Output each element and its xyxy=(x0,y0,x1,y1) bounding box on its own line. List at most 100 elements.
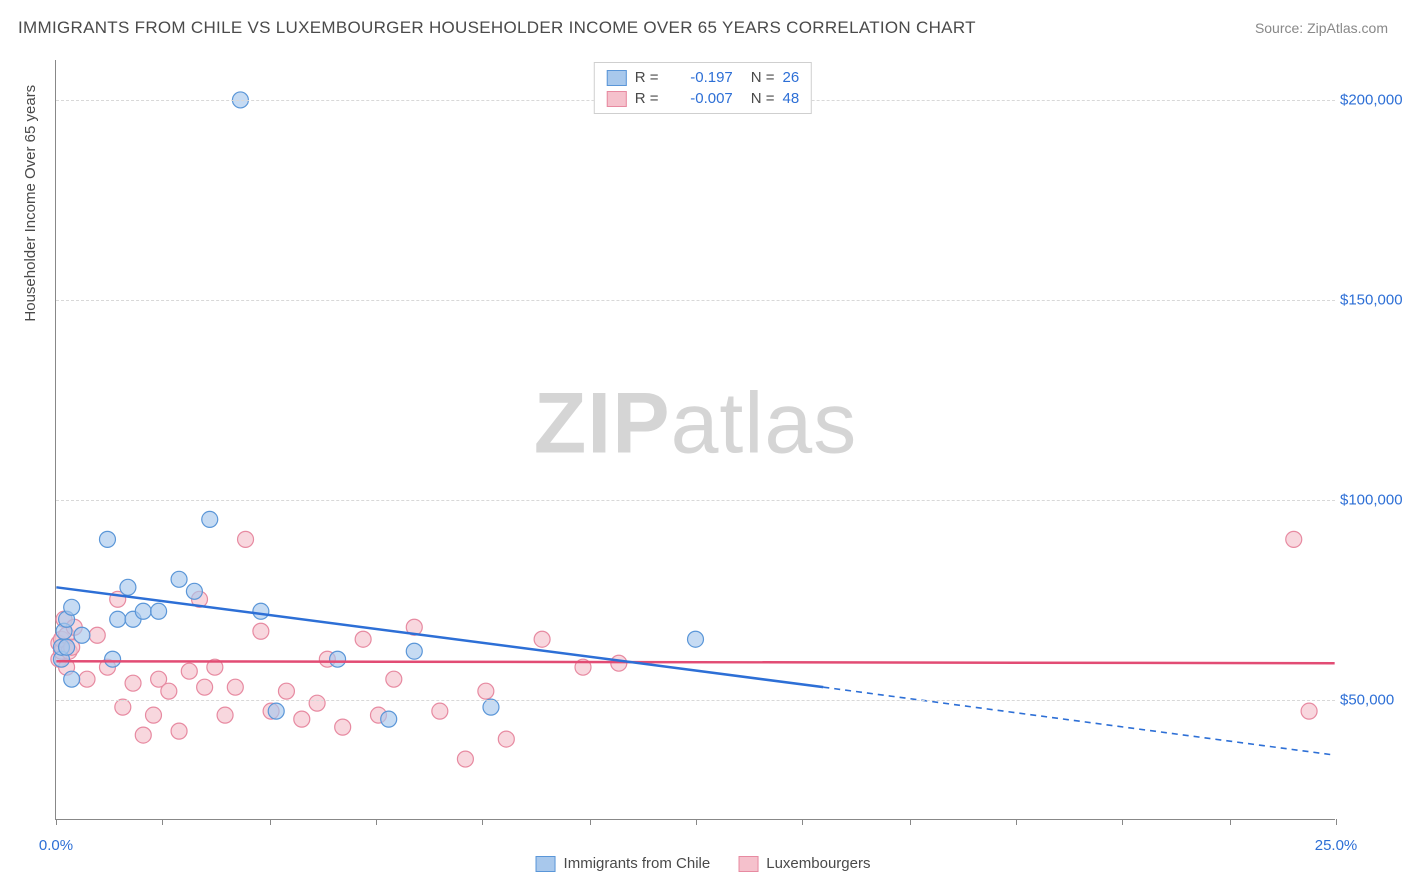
data-point xyxy=(181,663,197,679)
data-point xyxy=(171,571,187,587)
watermark-bold: ZIP xyxy=(534,376,671,472)
n-value: 26 xyxy=(783,69,800,86)
y-tick-label: $200,000 xyxy=(1340,92,1395,109)
gridline xyxy=(56,700,1335,701)
trend-line xyxy=(56,661,1334,663)
data-point xyxy=(278,683,294,699)
data-point xyxy=(125,675,141,691)
data-point xyxy=(253,623,269,639)
legend-series-label: Luxembourgers xyxy=(766,855,870,872)
data-point xyxy=(59,639,75,655)
data-point xyxy=(1286,531,1302,547)
x-tick xyxy=(1336,819,1337,825)
data-point xyxy=(135,603,151,619)
data-point xyxy=(120,579,136,595)
gridline xyxy=(56,300,1335,301)
data-point xyxy=(56,611,72,627)
data-point xyxy=(125,611,141,627)
data-point xyxy=(335,719,351,735)
x-tick xyxy=(590,819,591,825)
r-label: R = xyxy=(635,69,665,86)
data-point xyxy=(59,659,75,675)
legend-series: Immigrants from Chile Luxembourgers xyxy=(536,855,871,872)
legend-swatch xyxy=(607,70,627,86)
y-axis-label: Householder Income Over 65 years xyxy=(22,85,39,322)
y-tick-label: $100,000 xyxy=(1340,492,1395,509)
data-point xyxy=(186,583,202,599)
data-point xyxy=(171,723,187,739)
legend-swatch xyxy=(607,91,627,107)
data-point xyxy=(74,627,90,643)
data-point xyxy=(59,611,75,627)
legend-swatch xyxy=(738,856,758,872)
x-tick xyxy=(1230,819,1231,825)
data-point xyxy=(370,707,386,723)
data-point xyxy=(217,707,233,723)
data-point xyxy=(151,603,167,619)
data-point xyxy=(89,627,105,643)
data-point xyxy=(105,651,121,667)
data-point xyxy=(64,639,80,655)
legend-series-item: Immigrants from Chile xyxy=(536,855,711,872)
data-point xyxy=(110,611,126,627)
x-tick xyxy=(482,819,483,825)
data-point xyxy=(355,631,371,647)
data-point xyxy=(294,711,310,727)
n-label: N = xyxy=(751,69,775,86)
data-point xyxy=(575,659,591,675)
data-point xyxy=(59,627,75,643)
data-point xyxy=(406,643,422,659)
data-point xyxy=(99,531,115,547)
r-value: -0.197 xyxy=(673,69,733,86)
data-point xyxy=(309,695,325,711)
data-point xyxy=(483,699,499,715)
n-label: N = xyxy=(751,90,775,107)
data-point xyxy=(53,643,69,659)
data-point xyxy=(330,651,346,667)
r-label: R = xyxy=(635,90,665,107)
data-point xyxy=(227,679,243,695)
trend-line xyxy=(56,587,823,687)
data-point xyxy=(386,671,402,687)
data-point xyxy=(478,683,494,699)
trend-line-extrapolated xyxy=(823,687,1334,755)
data-point xyxy=(1301,703,1317,719)
data-point xyxy=(51,651,67,667)
x-tick xyxy=(910,819,911,825)
x-tick xyxy=(1016,819,1017,825)
watermark-rest: atlas xyxy=(671,376,858,472)
data-point xyxy=(406,619,422,635)
x-tick xyxy=(1122,819,1123,825)
data-point xyxy=(53,639,69,655)
gridline xyxy=(56,500,1335,501)
data-point xyxy=(151,671,167,687)
data-point xyxy=(207,659,223,675)
source-attribution: Source: ZipAtlas.com xyxy=(1255,20,1388,36)
data-point xyxy=(61,643,77,659)
data-point xyxy=(66,619,82,635)
data-point xyxy=(146,707,162,723)
x-tick xyxy=(56,819,57,825)
r-value: -0.007 xyxy=(673,90,733,107)
data-point xyxy=(53,651,69,667)
data-point xyxy=(498,731,514,747)
x-tick xyxy=(270,819,271,825)
data-point xyxy=(99,659,115,675)
x-tick xyxy=(162,819,163,825)
data-point xyxy=(381,711,397,727)
x-tick-label: 0.0% xyxy=(39,837,73,854)
legend-correlation-row: R =-0.007N =48 xyxy=(607,88,799,109)
data-point xyxy=(238,531,254,547)
data-point xyxy=(457,751,473,767)
chart-svg xyxy=(56,60,1335,819)
data-point xyxy=(135,727,151,743)
data-point xyxy=(253,603,269,619)
legend-correlation: R =-0.197N =26R =-0.007N =48 xyxy=(594,62,812,114)
plot-area: ZIPatlas $50,000$100,000$150,000$200,000… xyxy=(55,60,1335,820)
watermark: ZIPatlas xyxy=(534,375,857,474)
data-point xyxy=(53,631,69,647)
legend-swatch xyxy=(536,856,556,872)
data-point xyxy=(79,671,95,687)
legend-series-item: Luxembourgers xyxy=(738,855,870,872)
data-point xyxy=(64,671,80,687)
